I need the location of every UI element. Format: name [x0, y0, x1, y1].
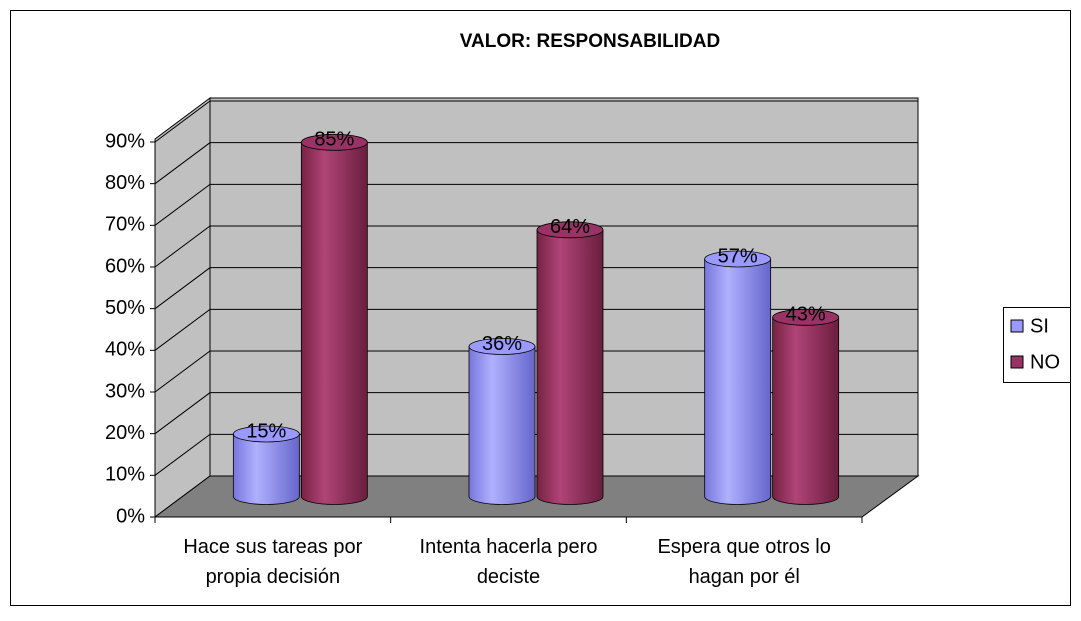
bar-top: [468, 338, 536, 355]
bar-top: [536, 221, 604, 239]
grid-line: [154, 308, 918, 351]
chart-title: VALOR: RESPONSABILIDAD: [460, 31, 720, 52]
grid-line: [154, 433, 918, 476]
y-tick-label: 70%: [105, 214, 145, 236]
y-tick-label: 40%: [105, 339, 145, 361]
bar: [232, 433, 300, 505]
y-tick-label: 90%: [105, 130, 145, 152]
value-label: 57%: [718, 245, 758, 267]
x-tick-label: Hace sus tareas por propia decisión: [183, 536, 362, 588]
grid-line: [154, 225, 918, 268]
side-wall: [154, 97, 211, 518]
bar: [772, 316, 840, 505]
grid-line: [154, 267, 918, 310]
legend-swatch: [1010, 319, 1024, 333]
legend-label: SI: [1030, 315, 1049, 337]
y-tick-label: 80%: [105, 172, 145, 194]
bar-top: [232, 425, 300, 443]
value-label: 85%: [314, 129, 354, 151]
grid-line: [154, 142, 918, 185]
bar-top: [704, 250, 772, 268]
bar: [704, 258, 772, 505]
x-tick-label: Intenta hacerla pero deciste: [420, 536, 598, 588]
y-tick-label: 20%: [105, 422, 145, 444]
x-tick-label: Espera que otros lo hagan por él: [657, 536, 830, 588]
value-label: 36%: [482, 333, 522, 355]
value-label: 43%: [786, 304, 826, 326]
legend-label: NO: [1030, 351, 1060, 373]
bar: [300, 141, 368, 505]
bar-top: [772, 308, 840, 326]
y-tick-label: 60%: [105, 255, 145, 277]
y-tick-label: 10%: [105, 464, 145, 486]
y-tick-label: 30%: [105, 380, 145, 402]
bar-top: [300, 133, 368, 151]
grid-line: [154, 350, 918, 393]
grid-line: [154, 183, 918, 226]
value-label: 15%: [246, 420, 286, 442]
value-label: 64%: [550, 216, 590, 238]
grid-line: [154, 392, 918, 435]
grid-line: [154, 100, 918, 143]
bar: [468, 346, 536, 505]
bar: [536, 229, 604, 505]
legend-swatch: [1010, 355, 1024, 369]
y-tick-label: 0%: [116, 505, 145, 527]
y-tick-label: 50%: [105, 297, 145, 319]
